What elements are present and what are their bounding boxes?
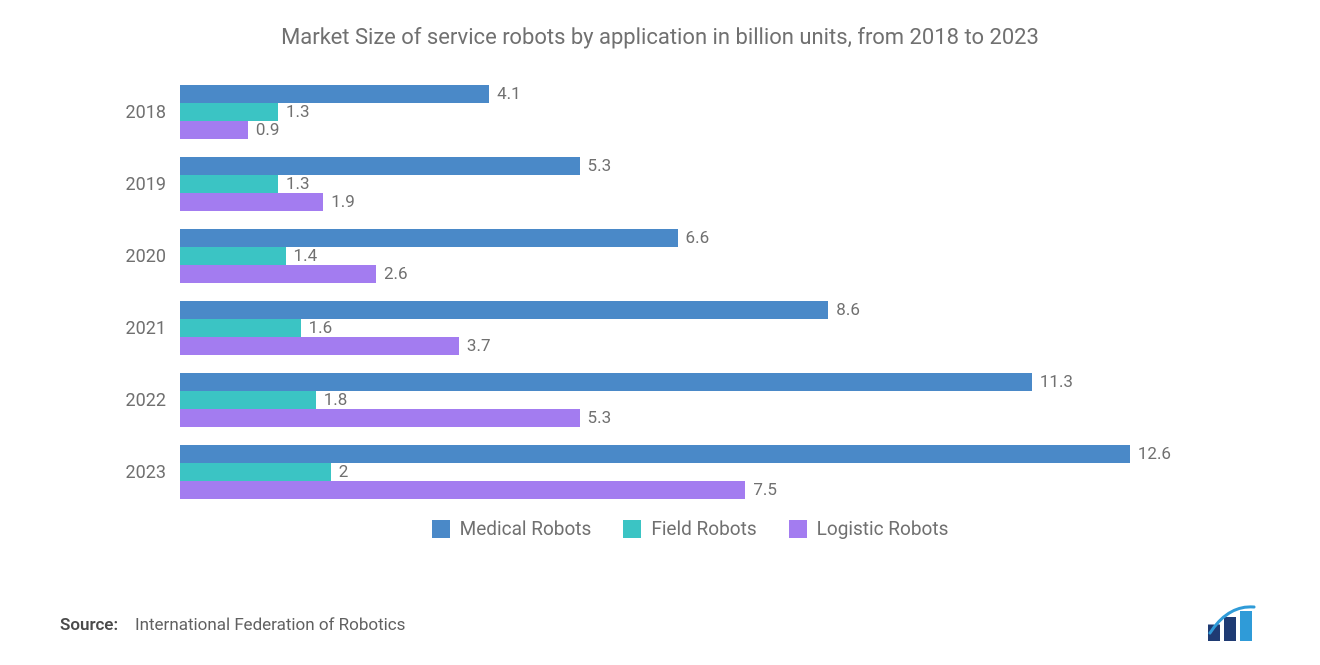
- bar-row: 1.8: [180, 391, 1160, 409]
- bar-row: 0.9: [180, 121, 1160, 139]
- category-group: 20218.61.63.7: [120, 301, 1160, 355]
- bar: 5.3: [180, 409, 580, 427]
- bar-row: 1.4: [180, 247, 1160, 265]
- bar-row: 5.3: [180, 409, 1160, 427]
- legend-swatch: [623, 520, 641, 538]
- bar-value-label: 11.3: [1040, 372, 1073, 392]
- bar: 3.7: [180, 337, 459, 355]
- bar-value-label: 3.7: [467, 336, 491, 356]
- legend-label: Medical Robots: [460, 517, 592, 540]
- legend-label: Logistic Robots: [817, 517, 949, 540]
- brand-logo-svg: [1204, 603, 1260, 643]
- bar: 7.5: [180, 481, 745, 499]
- bar: 0.9: [180, 121, 248, 139]
- bar: 8.6: [180, 301, 828, 319]
- category-group: 20195.31.31.9: [120, 157, 1160, 211]
- bar-value-label: 12.6: [1138, 444, 1171, 464]
- bar-value-label: 1.6: [309, 318, 333, 338]
- plot-area: 20184.11.30.920195.31.31.920206.61.42.62…: [120, 85, 1160, 499]
- bar-value-label: 6.6: [686, 228, 710, 248]
- bar-cluster: 12.627.5: [180, 445, 1160, 499]
- legend: Medical Robots Field Robots Logistic Robot…: [120, 517, 1260, 540]
- bar-value-label: 2: [339, 462, 349, 482]
- bar: 1.4: [180, 247, 286, 265]
- bar: 1.3: [180, 175, 278, 193]
- bar-row: 1.3: [180, 175, 1160, 193]
- bar: 1.8: [180, 391, 316, 409]
- legend-item: Field Robots: [623, 517, 756, 540]
- bar-cluster: 4.11.30.9: [180, 85, 1160, 139]
- brand-logo: [1204, 603, 1260, 643]
- bar-value-label: 4.1: [497, 84, 521, 104]
- legend-swatch: [789, 520, 807, 538]
- bar-value-label: 5.3: [588, 156, 612, 176]
- chart-container: Market Size of service robots by applica…: [0, 0, 1320, 665]
- bar-row: 7.5: [180, 481, 1160, 499]
- category-group: 202211.31.85.3: [120, 373, 1160, 427]
- bar-value-label: 2.6: [384, 264, 408, 284]
- bar: 2: [180, 463, 331, 481]
- source-label: Source:: [60, 615, 118, 635]
- y-axis-label: 2022: [120, 390, 180, 411]
- category-group: 20184.11.30.9: [120, 85, 1160, 139]
- bar-cluster: 5.31.31.9: [180, 157, 1160, 211]
- bar-value-label: 7.5: [753, 480, 777, 500]
- bar-row: 2: [180, 463, 1160, 481]
- source-text: International Federation of Robotics: [135, 615, 405, 635]
- bar: 12.6: [180, 445, 1130, 463]
- source-line: Source: International Federation of Robo…: [60, 615, 405, 635]
- bar-row: 1.6: [180, 319, 1160, 337]
- bar-row: 8.6: [180, 301, 1160, 319]
- bar-row: 5.3: [180, 157, 1160, 175]
- bar: 6.6: [180, 229, 678, 247]
- bar-row: 11.3: [180, 373, 1160, 391]
- bar-cluster: 6.61.42.6: [180, 229, 1160, 283]
- legend-item: Medical Robots: [432, 517, 592, 540]
- bar-row: 3.7: [180, 337, 1160, 355]
- y-axis-label: 2023: [120, 462, 180, 483]
- legend-label: Field Robots: [651, 517, 756, 540]
- bar: 1.9: [180, 193, 323, 211]
- category-group: 20206.61.42.6: [120, 229, 1160, 283]
- bar-value-label: 1.3: [286, 102, 310, 122]
- bar-row: 6.6: [180, 229, 1160, 247]
- chart-title: Market Size of service robots by applica…: [60, 25, 1260, 50]
- bar-value-label: 1.9: [331, 192, 355, 212]
- bar: 11.3: [180, 373, 1032, 391]
- bar-value-label: 5.3: [588, 408, 612, 428]
- bar-value-label: 0.9: [256, 120, 280, 140]
- bar-cluster: 8.61.63.7: [180, 301, 1160, 355]
- bar-value-label: 1.3: [286, 174, 310, 194]
- bar-cluster: 11.31.85.3: [180, 373, 1160, 427]
- bar-row: 2.6: [180, 265, 1160, 283]
- bar-row: 12.6: [180, 445, 1160, 463]
- bar-row: 4.1: [180, 85, 1160, 103]
- y-axis-label: 2020: [120, 246, 180, 267]
- bar: 4.1: [180, 85, 489, 103]
- bar: 1.6: [180, 319, 301, 337]
- y-axis-label: 2018: [120, 102, 180, 123]
- legend-swatch: [432, 520, 450, 538]
- category-group: 202312.627.5: [120, 445, 1160, 499]
- bar-row: 1.9: [180, 193, 1160, 211]
- y-axis-label: 2021: [120, 318, 180, 339]
- bar-value-label: 8.6: [836, 300, 860, 320]
- bar-value-label: 1.8: [324, 390, 348, 410]
- bar-value-label: 1.4: [294, 246, 318, 266]
- bar: 1.3: [180, 103, 278, 121]
- y-axis-label: 2019: [120, 174, 180, 195]
- bar-row: 1.3: [180, 103, 1160, 121]
- legend-item: Logistic Robots: [789, 517, 949, 540]
- bar: 2.6: [180, 265, 376, 283]
- bar: 5.3: [180, 157, 580, 175]
